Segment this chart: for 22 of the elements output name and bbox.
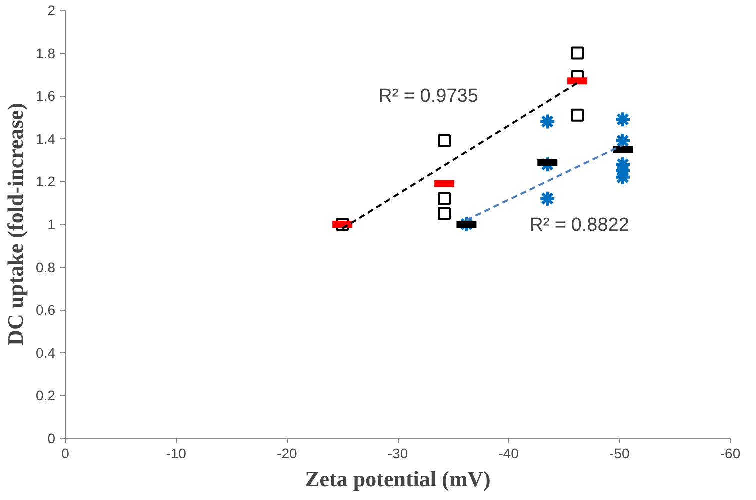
y-tick-label: 1.8 bbox=[36, 45, 56, 62]
y-tick-label: 2 bbox=[48, 2, 56, 18]
y-tick-label: 0.6 bbox=[36, 302, 56, 318]
y-tick-label: 1.2 bbox=[36, 174, 56, 190]
x-tick-label: -50 bbox=[610, 446, 630, 462]
y-tick-label: 0 bbox=[48, 430, 56, 446]
y-tick-label: 0.4 bbox=[36, 344, 56, 361]
x-tick-label: -40 bbox=[498, 446, 520, 462]
x-tick-label: -60 bbox=[720, 446, 741, 462]
y-tick-label: 1.4 bbox=[36, 130, 56, 147]
annotation: R² = 0.9735 bbox=[378, 86, 478, 107]
x-tick-label: 0 bbox=[62, 446, 70, 462]
y-tick-label: 1.6 bbox=[36, 88, 56, 104]
x-tick-label: -10 bbox=[166, 446, 187, 462]
y-tick-label: 0.2 bbox=[36, 388, 56, 404]
y-tick-label: 1 bbox=[48, 216, 56, 232]
x-tick-label: -30 bbox=[388, 446, 408, 462]
y-tick-label: 0.8 bbox=[36, 259, 56, 276]
y-axis-title: DC uptake (fold-increase) bbox=[3, 103, 28, 346]
x-axis-title: Zeta potential (mV) bbox=[305, 466, 491, 492]
annotation: R² = 0.8822 bbox=[530, 215, 630, 236]
x-tick-label: -20 bbox=[277, 446, 298, 462]
